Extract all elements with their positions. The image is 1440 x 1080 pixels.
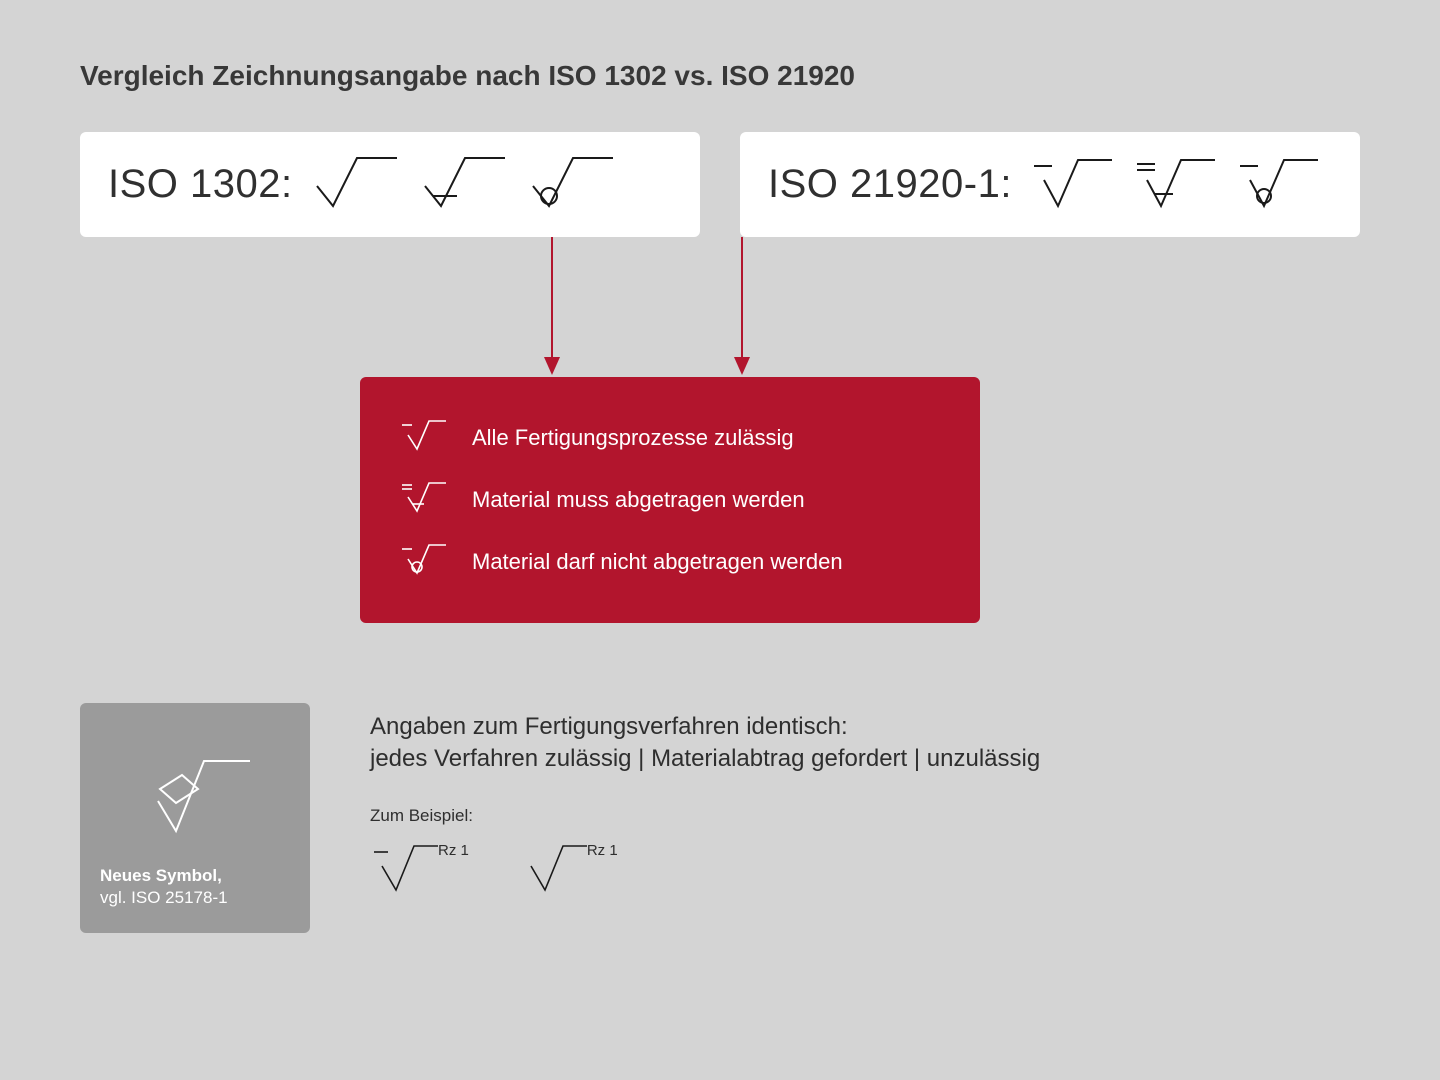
example-2-param: Rz 1 [587,842,618,859]
arrows-row [80,237,1360,377]
arrow-left-icon [540,237,564,377]
symbol-old-basic-icon [311,152,401,217]
legend-removal-icon [400,479,448,521]
legend-text-basic: Alle Fertigungsprozesse zulässig [472,425,794,451]
legend-row-noremoval: Material darf nicht abgetragen werden [400,531,940,593]
legend-basic-icon [400,417,448,459]
bottom-row: Neues Symbol, vgl. ISO 25178-1 Angaben z… [80,703,1360,933]
legend-noremoval-icon [400,541,448,583]
legend-red-box: Alle Fertigungsprozesse zulässig Materia… [360,377,980,623]
symbol-old-noremoval-icon [527,152,617,217]
arrow-right-icon [730,237,754,377]
iso-1302-box: ISO 1302: [80,132,700,237]
symbol-old-removal-icon [419,152,509,217]
description-text: Angaben zum Fertigungsverfahren identisc… [370,711,1360,776]
symbol-new-noremoval-icon [1236,152,1321,217]
iso-21920-box: ISO 21920-1: [740,132,1360,237]
new-symbol-caption: Neues Symbol, vgl. ISO 25178-1 [100,865,290,909]
description-column: Angaben zum Fertigungsverfahren identisc… [370,703,1360,895]
new-symbol-icon [100,727,290,865]
example-2-icon [519,840,589,895]
example-1-param: Rz 1 [438,842,469,859]
symbol-new-basic-icon [1030,152,1115,217]
top-row: ISO 1302: ISO 21920-1: [80,132,1360,237]
example-2: Rz 1 [519,840,618,895]
example-label: Zum Beispiel: [370,806,1360,826]
iso-1302-label: ISO 1302: [108,162,293,207]
new-symbol-card: Neues Symbol, vgl. ISO 25178-1 [80,703,310,933]
example-row: Rz 1 Rz 1 [370,840,1360,895]
example-1-icon [370,840,440,895]
legend-text-removal: Material muss abgetragen werden [472,487,805,513]
legend-text-noremoval: Material darf nicht abgetragen werden [472,549,843,575]
page-title: Vergleich Zeichnungsangabe nach ISO 1302… [80,60,1360,92]
legend-row-removal: Material muss abgetragen werden [400,469,940,531]
example-1: Rz 1 [370,840,469,895]
legend-row-basic: Alle Fertigungsprozesse zulässig [400,407,940,469]
symbol-new-removal-icon [1133,152,1218,217]
iso-21920-label: ISO 21920-1: [768,162,1012,207]
